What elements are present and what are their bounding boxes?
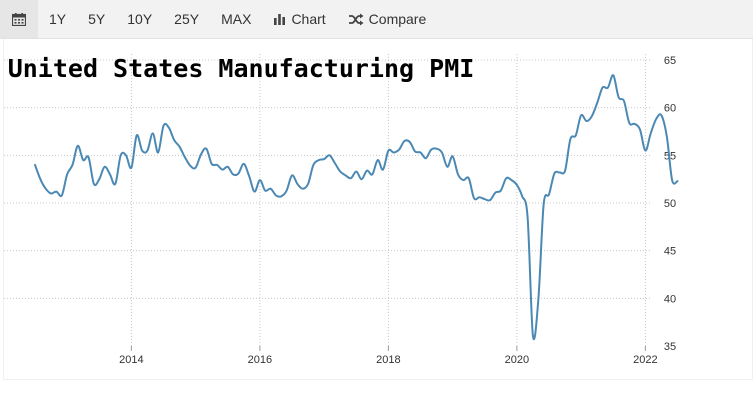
x-tick-label: 2020 bbox=[505, 354, 529, 366]
compare-button[interactable]: Compare bbox=[337, 0, 438, 38]
y-tick-label: 35 bbox=[664, 341, 676, 353]
y-tick-label: 50 bbox=[664, 198, 676, 210]
calendar-icon bbox=[12, 12, 26, 26]
y-tick-label: 60 bbox=[664, 103, 676, 115]
bar-chart-icon bbox=[274, 14, 286, 25]
chart-type-button[interactable]: Chart bbox=[262, 0, 336, 38]
chart-area: 35 40 45 50 55 60 65 2014 2016 2018 2020 2022 Unit… bbox=[3, 39, 753, 380]
y-tick-label: 45 bbox=[664, 246, 676, 258]
grid-lines bbox=[4, 54, 652, 351]
x-tick-label: 2014 bbox=[119, 354, 143, 366]
range-5y-button[interactable]: 5Y bbox=[88, 11, 106, 27]
y-tick-label: 40 bbox=[664, 293, 676, 305]
x-axis-ticks: 2014 2016 2018 2020 2022 bbox=[119, 354, 657, 366]
chart-toolbar: 1Y 5Y 10Y 25Y MAX Chart Compare bbox=[0, 0, 753, 39]
x-tick-label: 2016 bbox=[248, 354, 272, 366]
calendar-button[interactable] bbox=[0, 0, 38, 38]
chart-title: United States Manufacturing PMI bbox=[8, 54, 475, 83]
range-10y-button[interactable]: 10Y bbox=[127, 11, 153, 27]
range-max-button[interactable]: MAX bbox=[221, 11, 252, 27]
y-tick-label: 65 bbox=[664, 55, 676, 67]
chart-label: Chart bbox=[291, 11, 326, 27]
x-tick-label: 2022 bbox=[633, 354, 657, 366]
range-1y-button[interactable]: 1Y bbox=[49, 11, 67, 27]
range-25y-button[interactable]: 25Y bbox=[174, 11, 200, 27]
compare-label: Compare bbox=[368, 11, 427, 27]
shuffle-icon bbox=[348, 13, 364, 25]
x-tick-label: 2018 bbox=[376, 354, 400, 366]
pmi-series-line bbox=[34, 74, 679, 340]
